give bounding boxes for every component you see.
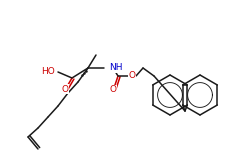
- Text: O: O: [62, 84, 68, 93]
- Text: O: O: [128, 72, 136, 81]
- Text: O: O: [110, 85, 116, 94]
- Text: HO: HO: [41, 68, 55, 76]
- Text: NH: NH: [109, 63, 122, 72]
